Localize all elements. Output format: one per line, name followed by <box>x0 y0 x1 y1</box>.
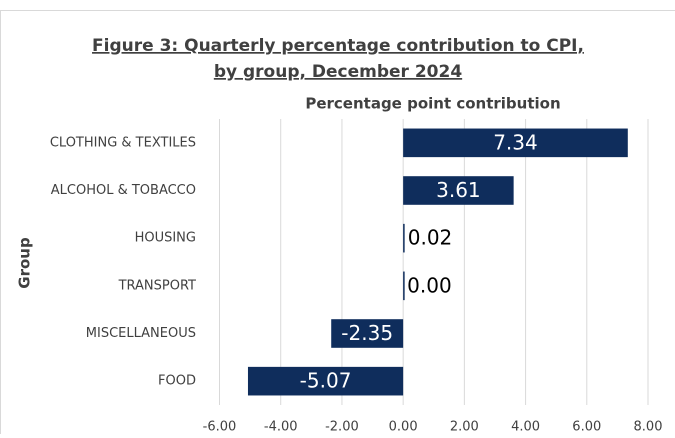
bar <box>403 224 405 253</box>
y-tick-label: HOUSING <box>135 231 196 246</box>
x-tick-label: -6.00 <box>203 420 237 435</box>
x-tick-label: -4.00 <box>264 420 298 435</box>
chart-subtitle: by group, December 2024 <box>214 62 462 82</box>
y-tick-label: MISCELLANEOUS <box>86 326 196 341</box>
y-axis-title: Group <box>16 237 34 289</box>
data-label: 0.00 <box>407 273 452 297</box>
y-tick-label: FOOD <box>158 374 196 389</box>
x-axis-title: Percentage point contribution <box>305 95 560 113</box>
data-label: 3.61 <box>436 178 481 202</box>
data-label: -5.07 <box>300 369 352 393</box>
y-tick-label: TRANSPORT <box>118 278 196 293</box>
x-tick-label: 2.00 <box>450 420 479 435</box>
y-tick-label: ALCOHOL & TOBACCO <box>51 183 196 198</box>
x-tick-label: -2.00 <box>325 420 359 435</box>
chart-title: Figure 3: Quarterly percentage contribut… <box>92 36 584 56</box>
x-tick-label: 8.00 <box>634 420 663 435</box>
x-tick-label: 0.00 <box>389 420 418 435</box>
bar <box>403 272 405 301</box>
x-tick-label: 6.00 <box>572 420 601 435</box>
x-tick-label: 4.00 <box>511 420 540 435</box>
data-label: -2.35 <box>341 321 393 345</box>
data-label: 7.34 <box>493 130 538 154</box>
data-label: 0.02 <box>408 226 453 250</box>
y-tick-label: CLOTHING & TEXTILES <box>50 135 196 150</box>
